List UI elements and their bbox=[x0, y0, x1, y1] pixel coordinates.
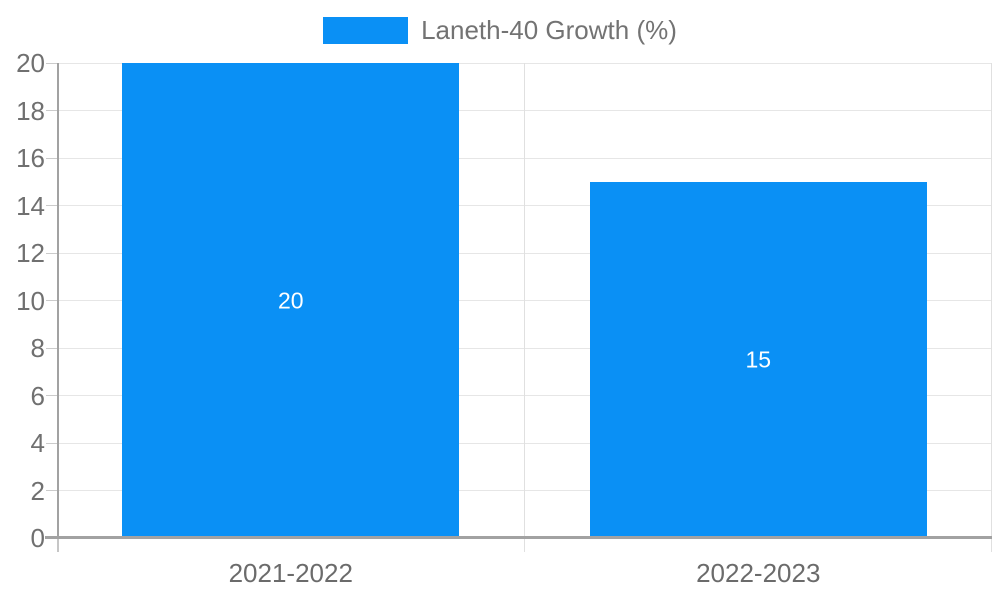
y-tick-label: 8 bbox=[30, 333, 45, 363]
legend-swatch bbox=[323, 16, 409, 44]
y-tick-mark bbox=[46, 62, 57, 64]
category-separator bbox=[991, 63, 992, 552]
bar-data-label: 15 bbox=[745, 346, 772, 373]
y-tick-mark bbox=[46, 252, 57, 254]
y-tick-label: 20 bbox=[16, 48, 45, 78]
y-axis-tick-extension bbox=[57, 538, 59, 552]
y-axis-line bbox=[57, 63, 59, 538]
y-tick-mark bbox=[46, 442, 57, 444]
bar-data-label: 20 bbox=[277, 287, 304, 313]
y-tick-mark bbox=[46, 395, 57, 396]
y-tick-label: 16 bbox=[16, 143, 45, 173]
y-tick-label: 14 bbox=[16, 190, 45, 221]
y-tick-label: 12 bbox=[16, 238, 45, 268]
y-tick-mark bbox=[46, 205, 57, 206]
legend: Laneth-40 Growth (%) bbox=[0, 14, 1000, 45]
x-axis-line bbox=[45, 536, 992, 539]
bar: 20 bbox=[122, 63, 460, 538]
y-tick-mark bbox=[46, 347, 57, 349]
y-tick-mark bbox=[46, 300, 57, 301]
legend-label: Laneth-40 Growth (%) bbox=[421, 14, 677, 45]
category-separator bbox=[524, 63, 525, 552]
x-tick-label: 2022-2023 bbox=[696, 558, 821, 588]
y-tick-label: 18 bbox=[16, 95, 45, 126]
y-tick-label: 6 bbox=[30, 380, 45, 411]
bar: 15 bbox=[589, 181, 927, 538]
y-tick-label: 2 bbox=[30, 475, 45, 506]
y-tick-mark bbox=[46, 490, 57, 491]
y-tick-label: 0 bbox=[30, 523, 45, 553]
x-tick-label: 2021-2022 bbox=[228, 558, 353, 588]
y-tick-label: 10 bbox=[16, 285, 45, 316]
y-tick-mark bbox=[46, 110, 57, 111]
y-tick-label: 4 bbox=[30, 428, 45, 458]
plot-area: 20 15 0 2 4 6 8 10 12 14 16 18 20 2021-2022 2022-2023 bbox=[16, 48, 992, 588]
y-tick-mark bbox=[46, 157, 57, 159]
